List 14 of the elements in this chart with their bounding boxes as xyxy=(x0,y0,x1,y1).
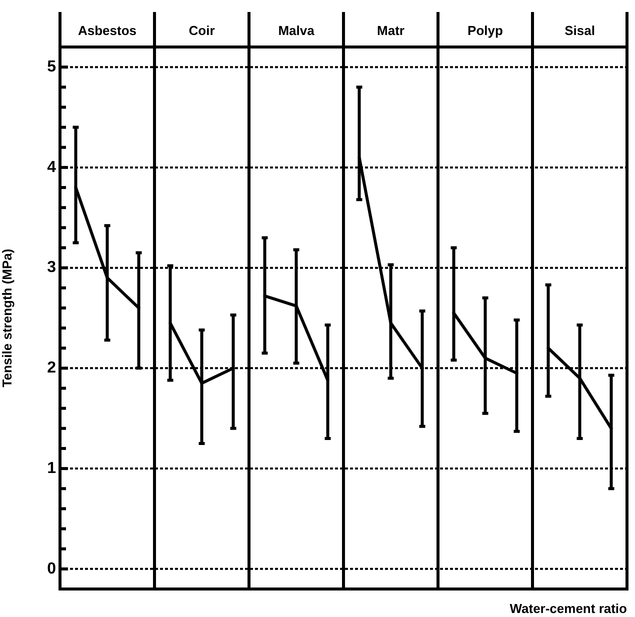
y-tick-label: 5 xyxy=(47,58,56,76)
text: Asbestos xyxy=(78,23,137,38)
text: Polyp xyxy=(468,23,503,38)
y-tick-label: 0 xyxy=(47,560,56,578)
x-axis-title: Water-cement ratio xyxy=(510,600,628,616)
text: Sisal xyxy=(564,23,595,38)
y-axis-title: Tensile strength (MPa) xyxy=(0,248,14,388)
y-tick-label: 2 xyxy=(47,360,56,377)
text: Matr xyxy=(377,23,404,38)
y-tick-label: 1 xyxy=(47,460,56,477)
text: Coir xyxy=(188,23,215,38)
y-tick-label: 3 xyxy=(47,259,56,276)
y-tick-label: 4 xyxy=(47,158,56,176)
text: Malva xyxy=(278,23,316,38)
